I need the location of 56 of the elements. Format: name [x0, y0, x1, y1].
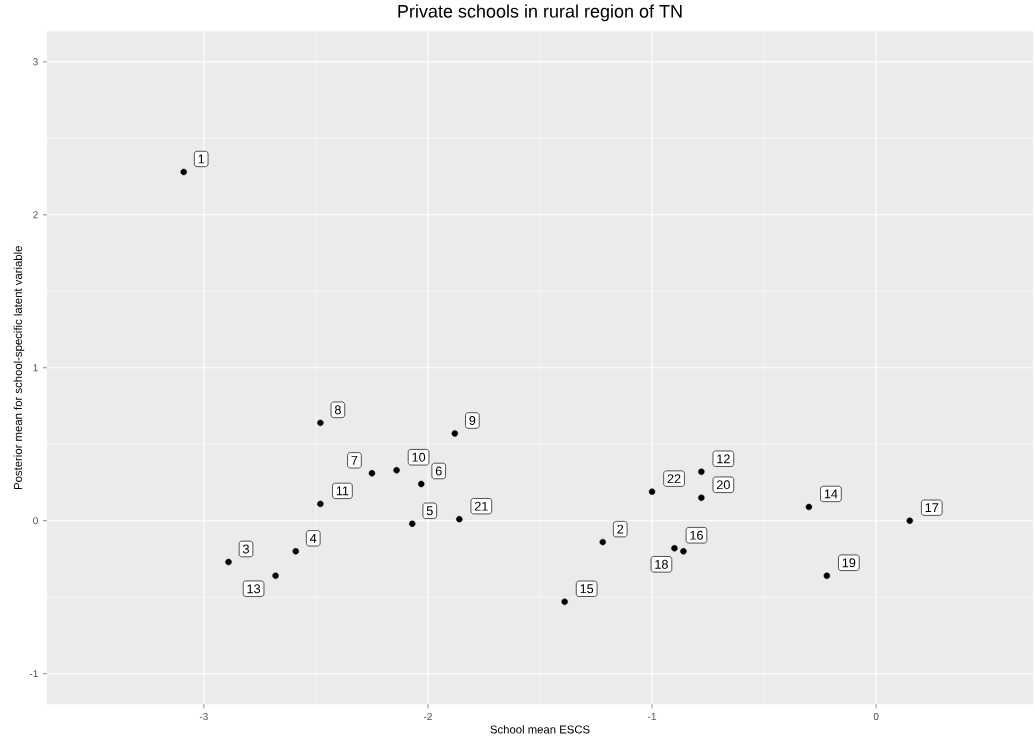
point [698, 468, 705, 475]
point [698, 494, 705, 501]
point [561, 598, 568, 605]
annotation: 15 [580, 584, 594, 594]
point [671, 544, 678, 552]
point [906, 517, 913, 524]
annotation: 16 [690, 530, 703, 540]
annotation: 12 [717, 454, 730, 464]
point [648, 488, 656, 495]
annotation: 11 [336, 486, 349, 496]
x-tick-label: 0 [873, 712, 879, 720]
point [393, 466, 400, 474]
annotation: 5 [426, 506, 433, 516]
annotation: 1 [198, 154, 205, 164]
annotation: 18 [655, 559, 668, 569]
y-tick-label: 1 [33, 364, 38, 372]
x-tick-label: -3 [199, 712, 208, 720]
annotation: 10 [412, 452, 426, 462]
point [272, 572, 279, 579]
point [292, 547, 299, 555]
annotation: 21 [474, 501, 488, 511]
annotation: 3 [242, 544, 249, 554]
y-tick-label: 0 [33, 517, 38, 525]
y-tick-label: -1 [29, 670, 38, 677]
point [805, 503, 813, 511]
annotation: 20 [716, 480, 730, 490]
annotation: 7 [351, 455, 358, 465]
x-axis-title: School mean ESCS [490, 725, 590, 734]
point [418, 480, 425, 488]
point [368, 469, 376, 477]
annotation: 22 [667, 474, 681, 483]
annotation: 8 [334, 405, 341, 415]
y-axis-title: Posterior mean for school-specific latent variable [13, 245, 25, 489]
point [225, 558, 232, 566]
point [823, 572, 831, 579]
chart-title: Private schools in rural region of TN [398, 4, 682, 22]
y-tick-label: 3 [33, 58, 38, 66]
point [680, 547, 687, 555]
point [409, 520, 416, 527]
x-tick-label: -1 [648, 712, 657, 720]
annotation: 13 [247, 584, 261, 594]
annotation: 19 [842, 558, 856, 568]
annotation: 9 [469, 415, 476, 425]
point [456, 515, 463, 523]
point [599, 538, 606, 546]
point [317, 419, 324, 426]
annotation: 6 [435, 466, 442, 476]
y-tick-label: 2 [33, 211, 38, 219]
annotation: 4 [310, 533, 317, 543]
annotation: 14 [824, 489, 838, 499]
x-tick-label: -2 [423, 712, 432, 720]
point [317, 500, 324, 507]
annotation: 17 [925, 503, 939, 512]
point [180, 168, 187, 176]
point [451, 430, 459, 437]
annotation: 2 [617, 524, 624, 534]
